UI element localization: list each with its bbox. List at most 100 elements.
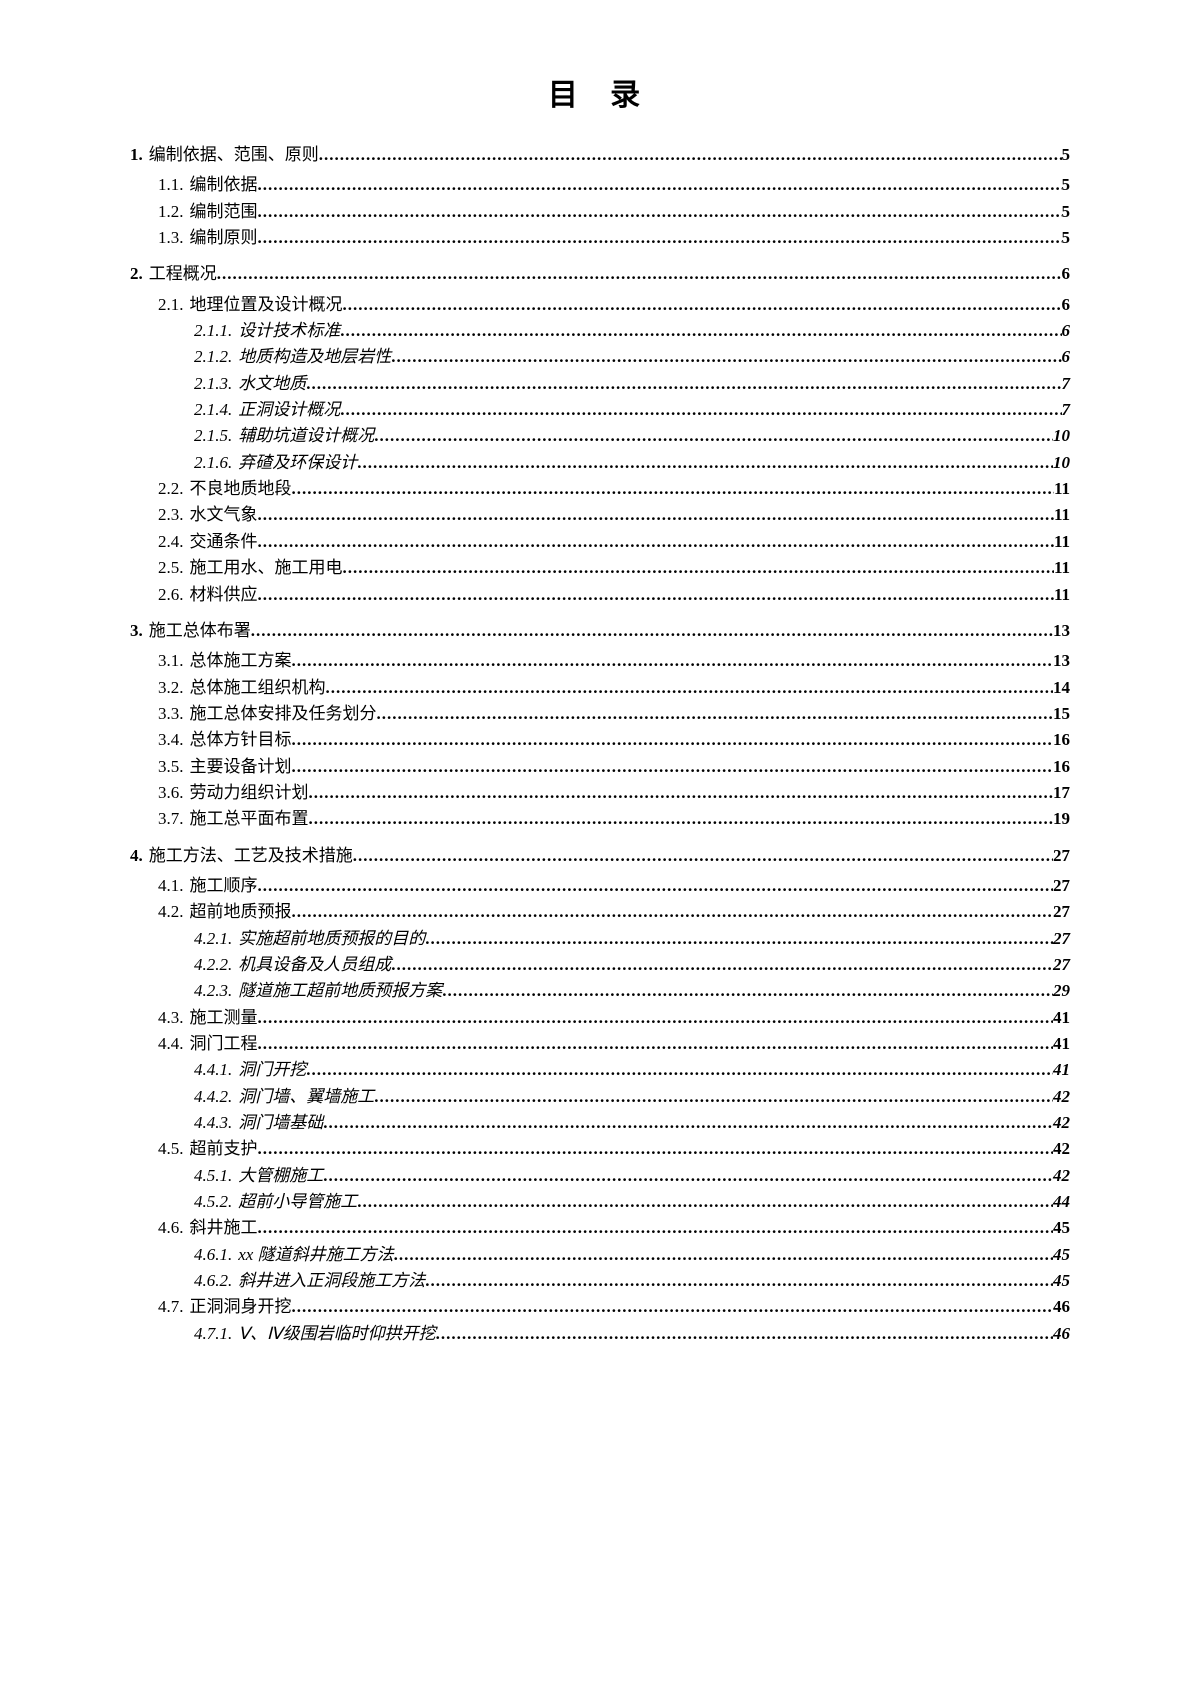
toc-entry-label: 编制依据 [190,172,258,198]
toc-entry-label: 斜井施工 [190,1215,258,1241]
toc-entry-number: 2.1.6. [194,450,232,476]
toc-entry-label: 劳动力组织计划 [190,780,309,806]
toc-entry-label: Ⅴ、Ⅳ级围岩临时仰拱开挖 [238,1321,435,1347]
toc-entry-number: 4.7. [158,1294,184,1320]
toc-leader-dots [357,1189,1053,1215]
toc-leader-dots [442,978,1053,1004]
toc-entry: 2.1.3.水文地质 7 [130,371,1070,397]
toc-entry-page: 45 [1053,1268,1070,1294]
toc-entry-page: 11 [1054,555,1070,581]
toc-entry-page: 16 [1053,754,1070,780]
toc-entry-label: 斜井进入正洞段施工方法 [238,1268,425,1294]
toc-entry-number: 2. [130,261,143,287]
toc-entry-label: 编制依据、范围、原则 [149,142,319,168]
toc-entry-number: 2.1.4. [194,397,232,423]
toc-entry-number: 4.2.3. [194,978,232,1004]
toc-entry: 3.7.施工总平面布置19 [130,806,1070,832]
toc-leader-dots [309,806,1054,832]
toc-entry-page: 6 [1062,344,1071,370]
toc-entry-page: 41 [1053,1031,1070,1057]
toc-entry-page: 7 [1062,371,1071,397]
toc-entry: 3.1.总体施工方案13 [130,648,1070,674]
toc-leader-dots [374,423,1053,449]
toc-entry-label: 设计技术标准 [238,318,340,344]
toc-entry-page: 5 [1062,142,1071,168]
toc-entry-number: 4.4.1. [194,1057,232,1083]
toc-leader-dots [436,1321,1053,1347]
toc-entry-page: 27 [1053,926,1070,952]
toc-entry-number: 1.3. [158,225,184,251]
toc-leader-dots [258,529,1054,555]
toc-entry-page: 15 [1053,701,1070,727]
toc-entry: 4.2.超前地质预报27 [130,899,1070,925]
toc-leader-dots [258,873,1054,899]
toc-entry-label: 超前地质预报 [190,899,292,925]
toc-entry-number: 4.5.2. [194,1189,232,1215]
toc-leader-dots [258,1136,1054,1162]
toc-entry: 2.4.交通条件11 [130,529,1070,555]
toc-leader-dots [292,727,1054,753]
toc-entry: 4.3.施工测量41 [130,1005,1070,1031]
toc-entry: 4.2.2.机具设备及人员组成27 [130,952,1070,978]
toc-entry: 4.6.2.斜井进入正洞段施工方法 45 [130,1268,1070,1294]
toc-entry-label: 水文地质 [238,371,306,397]
toc-entry: 2.1.5.辅助坑道设计概况10 [130,423,1070,449]
toc-entry-label: 弃碴及环保设计 [238,450,357,476]
toc-entry: 2.3.水文气象11 [130,502,1070,528]
toc-entry: 4.4.2.洞门墙、翼墙施工42 [130,1084,1070,1110]
toc-entry-page: 41 [1053,1057,1070,1083]
toc-entry-label: 总体施工组织机构 [190,675,326,701]
toc-leader-dots [353,843,1053,869]
toc-entry: 2.6.材料供应11 [130,582,1070,608]
toc-entry: 1.2.编制范围5 [130,199,1070,225]
toc-entry-label: 总体方针目标 [190,727,292,753]
toc-entry: 1.1.编制依据5 [130,172,1070,198]
toc-entry-number: 1.2. [158,199,184,225]
toc-leader-dots [323,1163,1053,1189]
toc-leader-dots [292,476,1054,502]
toc-entry-page: 13 [1053,648,1070,674]
toc-entry-number: 2.6. [158,582,184,608]
toc-leader-dots [343,555,1054,581]
toc-leader-dots [258,1215,1054,1241]
toc-leader-dots [326,675,1054,701]
toc-entry: 2.1.2.地质构造及地层岩性6 [130,344,1070,370]
toc-entry-page: 45 [1053,1242,1070,1268]
toc-entry: 1.编制依据、范围、原则5 [130,142,1070,168]
toc-entry-number: 3.3. [158,701,184,727]
toc-entry-number: 4.3. [158,1005,184,1031]
toc-entry: 4.6.斜井施工45 [130,1215,1070,1241]
toc-entry-label: 地质构造及地层岩性 [238,344,391,370]
toc-entry-number: 2.1.3. [194,371,232,397]
toc-entry-label: 施工顺序 [190,873,258,899]
toc-entry: 4.2.3.隧道施工超前地质预报方案29 [130,978,1070,1004]
toc-entry-label: 隧道施工超前地质预报方案 [238,978,442,1004]
toc-leader-dots [340,318,1061,344]
page-title: 目 录 [130,70,1070,114]
toc-entry-label: 主要设备计划 [190,754,292,780]
toc-entry: 2.2.不良地质地段11 [130,476,1070,502]
toc-entry-page: 11 [1054,476,1070,502]
toc-entry: 2.1.4.正洞设计概况7 [130,397,1070,423]
toc-entry: 2.1.1.设计技术标准6 [130,318,1070,344]
toc-entry-label: 施工用水、施工用电 [190,555,343,581]
toc-entry: 3.6.劳动力组织计划17 [130,780,1070,806]
toc-entry-label: 施工总体布署 [149,618,251,644]
toc-entry-number: 4.6.2. [194,1268,232,1294]
toc-entry-label: 洞门墙、翼墙施工 [238,1084,374,1110]
toc-entry-number: 2.2. [158,476,184,502]
toc-leader-dots [292,899,1054,925]
toc-entry-label: 材料供应 [190,582,258,608]
toc-entry: 3.4.总体方针目标16 [130,727,1070,753]
toc-leader-dots [340,397,1061,423]
toc-entry: 4.5.超前支护42 [130,1136,1070,1162]
toc-entry-label: 施工方法、工艺及技术措施 [149,843,353,869]
toc-leader-dots [357,450,1053,476]
toc-entry-number: 2.5. [158,555,184,581]
toc-leader-dots [258,1031,1054,1057]
toc-entry-page: 5 [1062,172,1071,198]
toc-entry-number: 3.4. [158,727,184,753]
toc-entry-number: 3.2. [158,675,184,701]
toc-entry-number: 4.4.2. [194,1084,232,1110]
toc-entry-label: 施工总体安排及任务划分 [190,701,377,727]
